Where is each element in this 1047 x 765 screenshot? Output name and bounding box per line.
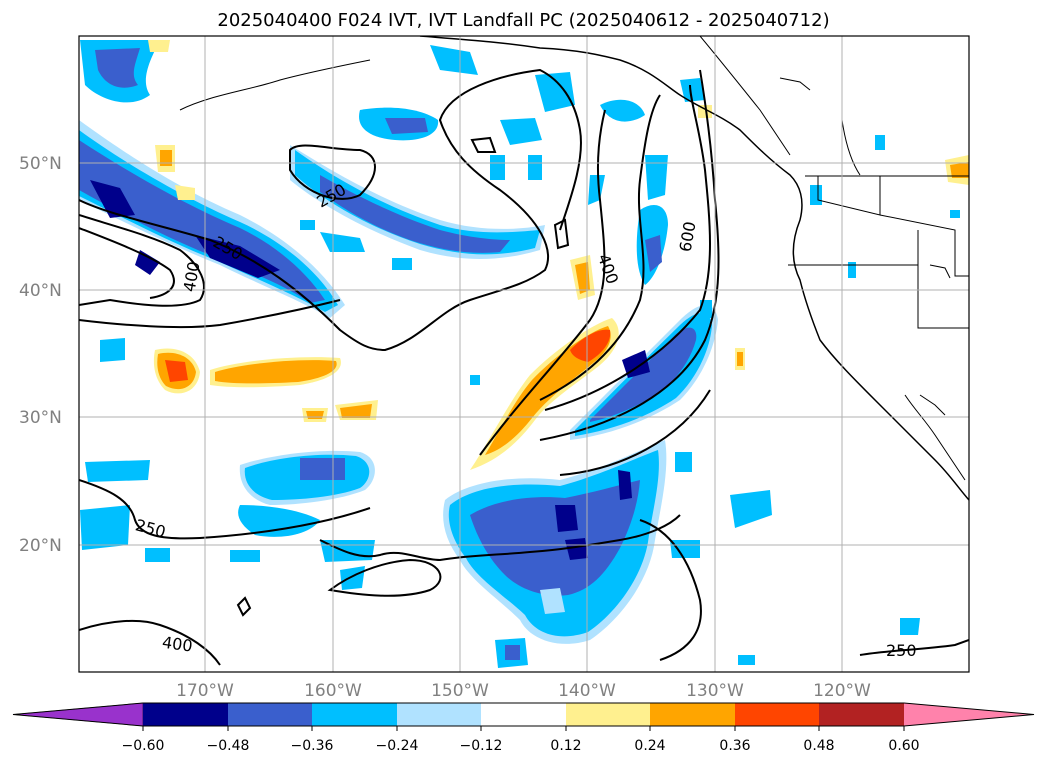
lon-label: 120°W xyxy=(813,681,871,701)
negative-anomaly-nw-band xyxy=(79,40,345,318)
colorbar-segment xyxy=(143,703,228,726)
negative-anomaly-east-band xyxy=(570,78,718,440)
lon-label: 140°W xyxy=(558,681,616,701)
contour-250-upper-loop xyxy=(289,144,376,200)
contour-south-400 xyxy=(79,619,221,666)
colorbar-ticks xyxy=(142,726,905,731)
colorbar-segment xyxy=(312,703,397,726)
map-field: 250 250 400 400 600 250 400 250 xyxy=(79,36,969,672)
contour-small-south xyxy=(236,596,252,617)
lon-label: 160°W xyxy=(304,681,362,701)
colorbar-tick-label: 0.48 xyxy=(803,738,834,754)
map-title: 2025040400 F024 IVT, IVT Landfall PC (20… xyxy=(217,10,830,31)
negative-anomaly-southwest xyxy=(80,338,375,590)
lat-label: 30°N xyxy=(19,408,62,428)
contour-south-east xyxy=(639,519,702,661)
negative-anomaly-east-scatter xyxy=(300,135,960,665)
lon-label: 150°W xyxy=(431,681,489,701)
contour-label: 400 xyxy=(161,633,194,656)
contour-250-north xyxy=(79,68,582,352)
longitude-labels: 170°W 160°W 150°W 140°W 130°W 120°W xyxy=(176,681,871,701)
colorbar-tick-label: −0.12 xyxy=(460,738,503,754)
contour-south-250-b xyxy=(319,514,681,562)
colorbar-tick-label: 0.60 xyxy=(888,738,919,754)
coastlines xyxy=(179,36,969,501)
colorbar-tick-label: −0.60 xyxy=(122,738,165,754)
gridlines xyxy=(79,36,969,672)
contour-east-250-outer xyxy=(559,389,711,476)
colorbar-segment xyxy=(819,703,904,726)
latitude-labels: 50°N 40°N 30°N 20°N xyxy=(19,154,62,556)
contour-small-loop xyxy=(470,136,497,153)
contour-250-west xyxy=(79,214,205,307)
negative-anomaly-upper-band xyxy=(290,45,575,270)
lon-label: 130°W xyxy=(686,681,744,701)
contour-label: 250 xyxy=(886,641,917,660)
colorbar-tick-label: 0.36 xyxy=(719,738,750,754)
lon-label: 170°W xyxy=(176,681,234,701)
colorbar-segment xyxy=(397,703,481,726)
colorbar-segment xyxy=(566,703,650,726)
contour-east-400-outer xyxy=(539,69,720,441)
colorbar-tick-label: −0.48 xyxy=(207,738,250,754)
colorbar-tick-label: 0.12 xyxy=(550,738,581,754)
contour-east-600-inner xyxy=(539,94,661,401)
colorbar-extend-max xyxy=(904,703,1034,726)
contour-south-250 xyxy=(79,479,371,540)
contour-far-south-east xyxy=(859,639,969,656)
colorbar-tick-label: −0.36 xyxy=(291,738,334,754)
lat-label: 50°N xyxy=(19,154,62,174)
ivt-contours xyxy=(79,68,969,666)
colorbar-segment xyxy=(650,703,735,726)
contour-small-loop-2 xyxy=(553,218,570,250)
lat-label: 40°N xyxy=(19,281,62,301)
lat-label: 20°N xyxy=(19,536,62,556)
contour-south-loop xyxy=(327,558,442,597)
political-borders xyxy=(788,119,969,329)
colorbar-tick-label: 0.24 xyxy=(634,738,665,754)
map-frame xyxy=(78,35,970,673)
colorbar-segment xyxy=(735,703,819,726)
colorbar-extend-min xyxy=(12,702,144,727)
colorbar-segment xyxy=(228,703,312,726)
contour-400-west xyxy=(79,227,175,299)
colorbar-tick-label: −0.24 xyxy=(376,738,419,754)
colorbar: −0.60 −0.48 −0.36 −0.24 −0.12 0.12 0.24 … xyxy=(12,702,1035,754)
colorbar-segment xyxy=(481,703,566,726)
contour-east-400 xyxy=(479,109,606,456)
positive-anomaly-main xyxy=(470,255,619,470)
contour-250-lower-west xyxy=(79,299,341,329)
contour-east-600-outer xyxy=(544,84,711,411)
negative-anomaly-south-region xyxy=(443,440,667,668)
